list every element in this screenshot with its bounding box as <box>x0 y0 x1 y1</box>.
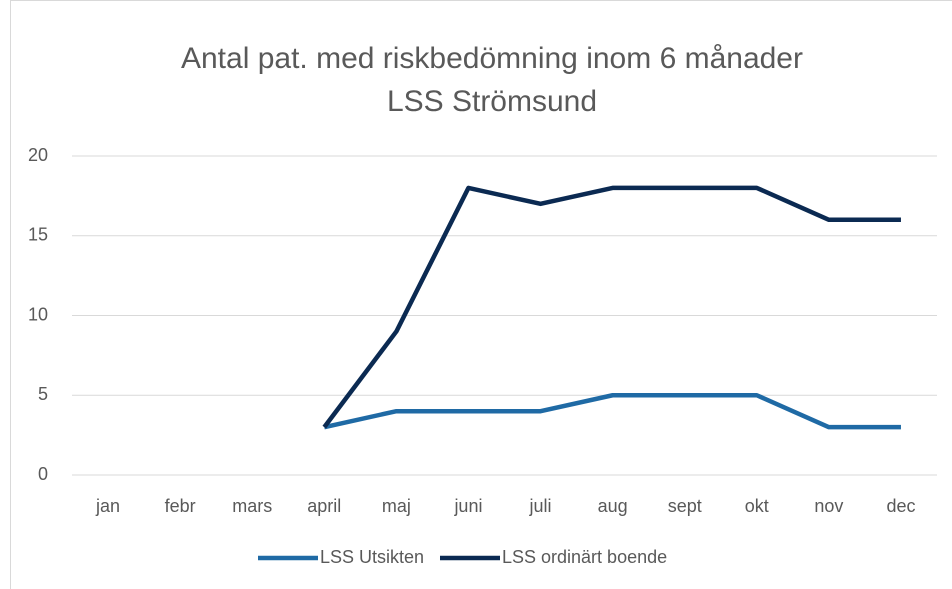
x-tick-label: nov <box>814 496 843 516</box>
series-line <box>322 185 901 429</box>
x-tick-label: juli <box>529 496 552 516</box>
x-tick-label: jan <box>95 496 120 516</box>
chart-frame <box>10 0 952 589</box>
y-tick-label: 10 <box>28 304 48 324</box>
series-line <box>323 393 901 430</box>
x-tick-label: dec <box>886 496 915 516</box>
legend-label: LSS ordinärt boende <box>502 547 667 567</box>
y-tick-label: 15 <box>28 225 48 245</box>
x-tick-label: okt <box>745 496 769 516</box>
y-tick-label: 5 <box>38 384 48 404</box>
x-tick-label: aug <box>598 496 628 516</box>
x-tick-label: sept <box>668 496 702 516</box>
x-tick-label: febr <box>165 496 196 516</box>
chart-title: LSS Strömsund <box>387 85 597 118</box>
x-tick-label: april <box>307 496 341 516</box>
x-tick-label: mars <box>232 496 272 516</box>
x-tick-label: juni <box>453 496 482 516</box>
x-tick-label: maj <box>382 496 411 516</box>
y-tick-label: 20 <box>28 145 48 165</box>
y-tick-label: 0 <box>38 464 48 484</box>
chart-title: Antal pat. med riskbedömning inom 6 måna… <box>181 42 803 75</box>
legend-label: LSS Utsikten <box>320 547 424 567</box>
